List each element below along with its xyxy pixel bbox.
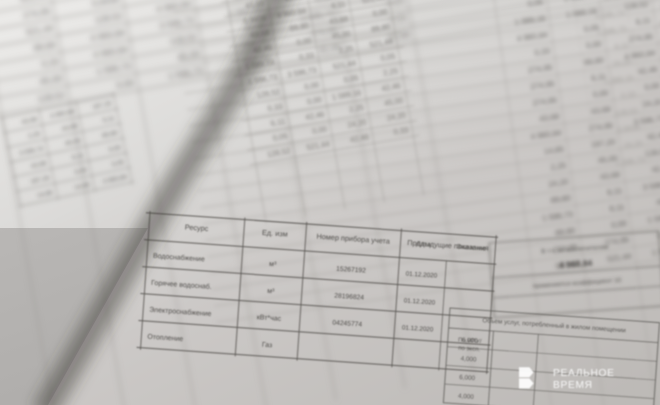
svg-text:ВРЕМЯ: ВРЕМЯ (553, 380, 593, 391)
svg-text:4,000: 4,000 (460, 355, 477, 363)
svg-text:Дата: Дата (416, 241, 431, 249)
svg-text:м³: м³ (267, 288, 275, 296)
svg-text:м³: м³ (269, 261, 277, 269)
svg-text:42,46: 42,46 (655, 195, 660, 207)
svg-text:6,000: 6,000 (459, 374, 476, 382)
svg-text:Ед. изм: Ед. изм (262, 228, 288, 239)
svg-text:42,46: 42,46 (651, 163, 660, 175)
svg-text:42,46: 42,46 (646, 130, 660, 142)
svg-text:6,000: 6,000 (462, 337, 479, 345)
svg-text:4,000: 4,000 (458, 393, 475, 401)
svg-text:Газ: Газ (262, 342, 273, 350)
svg-text:РЕАЛЬНОЕ: РЕАЛЬНОЕ (553, 368, 615, 379)
svg-text:Ресурс: Ресурс (185, 222, 209, 233)
